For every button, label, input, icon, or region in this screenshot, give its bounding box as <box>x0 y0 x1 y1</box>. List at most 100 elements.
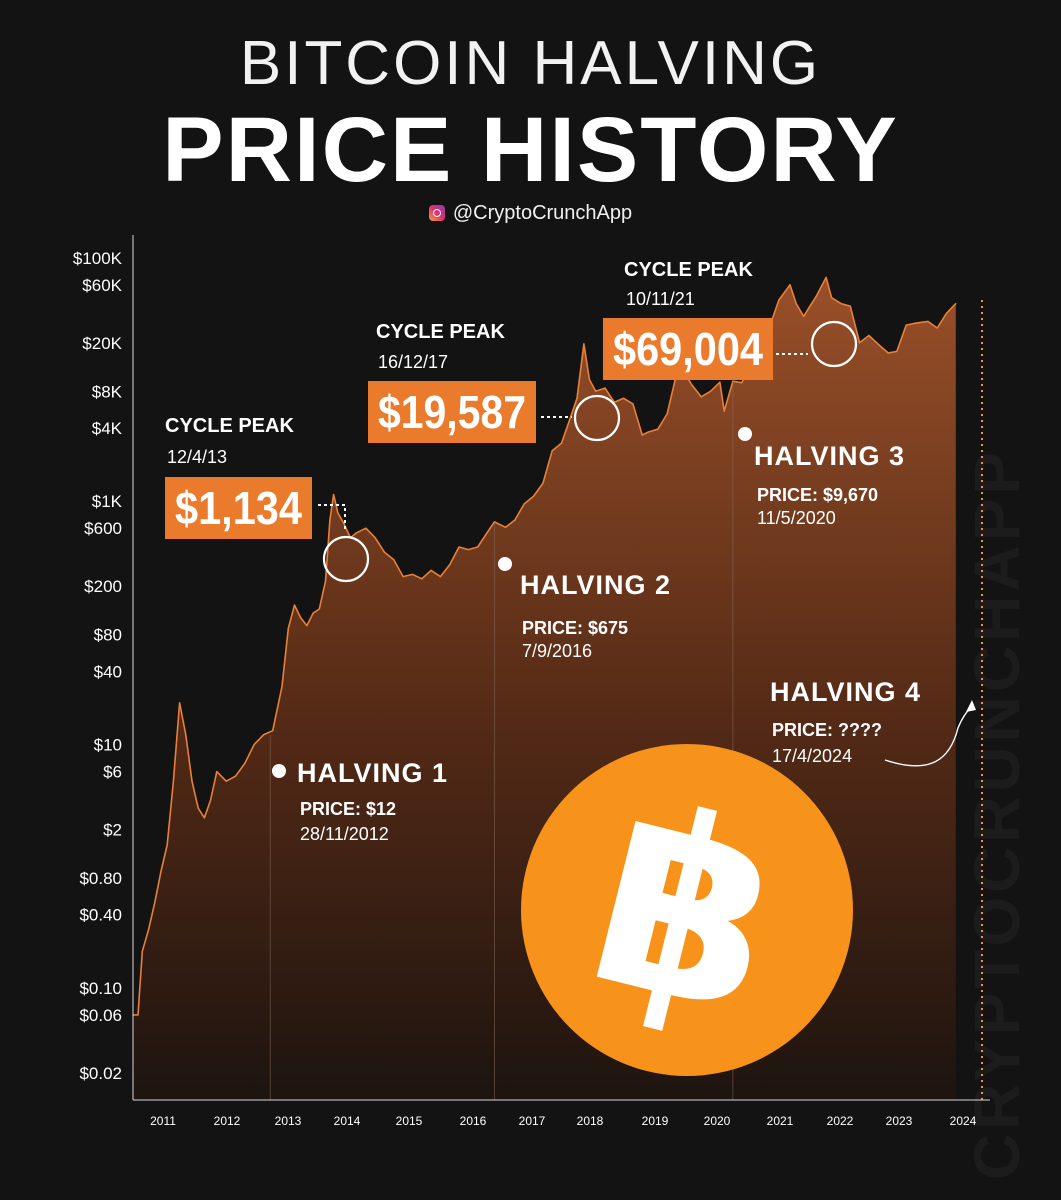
cycle-peak-title: CYCLE PEAK <box>624 259 753 281</box>
y-tick-label: $8K <box>92 382 123 401</box>
halving-date: 11/5/2020 <box>757 508 836 528</box>
price-point <box>588 378 591 381</box>
halving-date: 28/11/2012 <box>300 824 389 844</box>
price-point <box>300 617 302 619</box>
price-point <box>179 702 181 704</box>
price-point <box>641 434 643 436</box>
title-top: BITCOIN HALVING <box>239 29 822 98</box>
price-point <box>210 799 212 801</box>
y-tick-label: $40 <box>94 662 122 681</box>
price-point <box>840 303 842 305</box>
cycle-peak-marker <box>322 535 370 583</box>
social-handle[interactable]: @CryptoCrunchApp <box>0 202 1061 225</box>
price-point <box>402 576 404 578</box>
halving-price: PRICE: $675 <box>522 618 628 638</box>
price-point <box>700 396 702 398</box>
price-point <box>576 397 578 399</box>
price-point <box>719 381 721 383</box>
price-point <box>887 352 889 354</box>
y-tick-label: $100K <box>73 249 123 268</box>
title-main: PRICE HISTORY <box>162 99 899 201</box>
x-tick-label: 2012 <box>214 1114 241 1128</box>
price-point <box>393 559 395 561</box>
price-point <box>449 564 451 566</box>
price-point <box>272 730 274 732</box>
halving-title: HALVING 2 <box>520 570 671 600</box>
cycle-peak-date: 10/11/21 <box>626 289 695 309</box>
price-point <box>191 780 193 782</box>
price-point <box>216 771 218 773</box>
price-point <box>343 523 345 525</box>
price-point <box>154 902 156 904</box>
cycle-peak-title: CYCLE PEAK <box>165 415 294 437</box>
price-point <box>234 775 237 777</box>
price-point <box>657 428 659 430</box>
y-tick-label: $60K <box>82 276 122 295</box>
halving-price: PRICE: ???? <box>772 720 882 740</box>
price-point <box>333 493 335 496</box>
price-point <box>365 527 367 529</box>
price-point <box>595 390 597 392</box>
price-point <box>533 495 535 497</box>
price-point <box>795 303 797 305</box>
bitcoin-logo: ฿ <box>521 744 853 1076</box>
halving-dot <box>272 764 286 778</box>
x-tick-label: 2021 <box>767 1114 794 1128</box>
price-point <box>356 532 358 534</box>
halving-price: PRICE: $9,670 <box>757 485 878 505</box>
price-point <box>324 580 327 582</box>
price-point <box>809 305 811 307</box>
price-point <box>458 546 460 548</box>
handle-text: @CryptoCrunchApp <box>452 202 633 224</box>
price-point <box>623 397 625 399</box>
price-point <box>955 303 957 305</box>
price-point <box>306 625 308 627</box>
price-point <box>137 1014 139 1016</box>
price-point <box>244 762 246 765</box>
y-tick-label: $4K <box>92 419 123 438</box>
price-point <box>709 390 712 392</box>
price-point <box>166 844 168 846</box>
price-point <box>430 569 432 572</box>
cycle-peak-price: $1,134 <box>175 482 302 534</box>
price-point <box>741 382 743 384</box>
price-point <box>723 410 725 412</box>
y-tick-label: $1K <box>92 492 123 511</box>
x-tick-label: 2016 <box>460 1114 487 1128</box>
x-tick-label: 2014 <box>334 1114 361 1128</box>
halving-date: 17/4/2024 <box>772 746 852 766</box>
price-point <box>203 817 205 819</box>
y-tick-label: $20K <box>82 334 122 353</box>
price-point <box>831 297 833 299</box>
x-tick-label: 2018 <box>577 1114 604 1128</box>
price-point <box>905 324 907 326</box>
halving-title: HALVING 3 <box>754 441 905 471</box>
cycle-peak-price-box <box>165 477 312 539</box>
price-point <box>560 442 563 444</box>
y-tick-label: $80 <box>94 626 122 645</box>
price-point <box>825 276 827 278</box>
price-point <box>411 573 414 576</box>
price-point <box>374 537 376 539</box>
halving-price: PRICE: $12 <box>300 799 396 819</box>
price-point <box>914 322 917 324</box>
y-tick-label: $0.02 <box>79 1064 122 1083</box>
price-point <box>287 627 289 630</box>
price-point <box>936 327 938 329</box>
price-point <box>803 315 805 317</box>
halving-date: 7/9/2016 <box>522 641 592 661</box>
cycle-peak-date: 12/4/13 <box>167 447 227 467</box>
price-point <box>859 342 861 344</box>
price-point <box>877 343 879 345</box>
cycle-peak-title: CYCLE PEAK <box>376 321 505 343</box>
price-point <box>439 576 441 578</box>
cycle-peak-marker <box>810 320 858 368</box>
price-point <box>312 612 314 614</box>
price-point <box>329 519 331 521</box>
cycle-peak-price-box <box>603 318 773 380</box>
price-point <box>542 482 544 484</box>
price-point <box>147 929 150 931</box>
price-point <box>505 526 507 528</box>
y-tick-label: $200 <box>84 577 122 596</box>
price-point <box>262 734 264 736</box>
